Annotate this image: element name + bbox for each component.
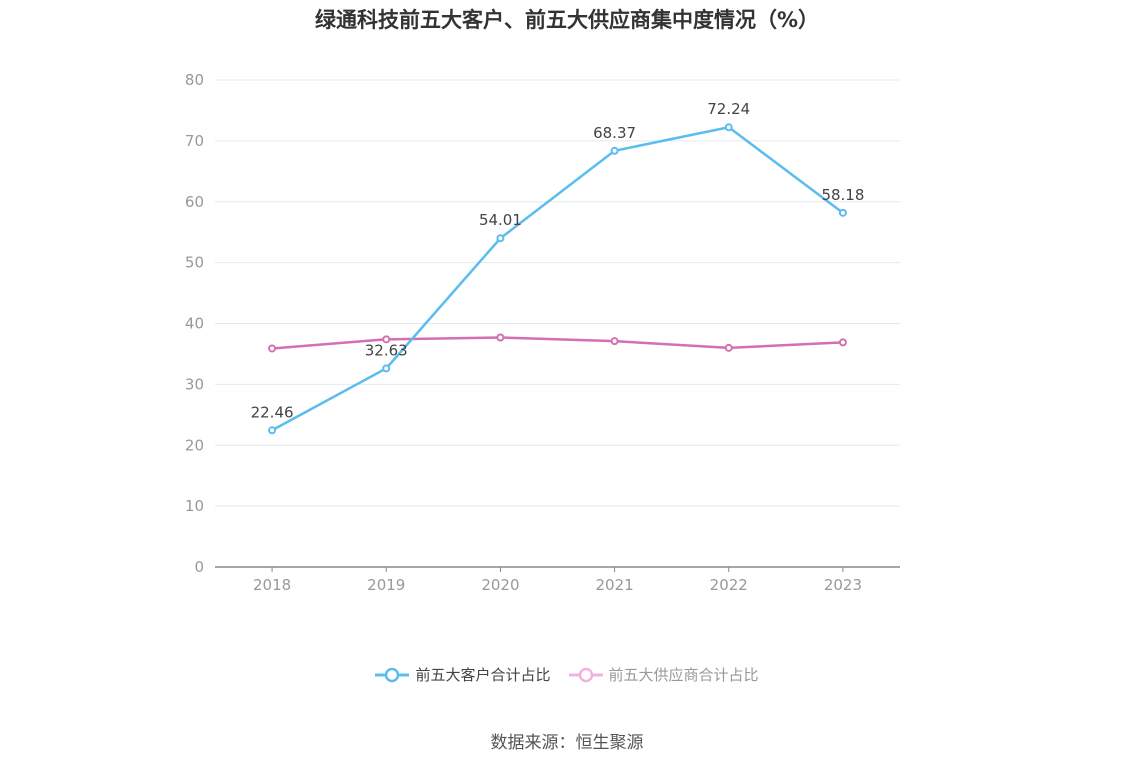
- series-line-1: [271, 336, 843, 350]
- data-point: [610, 337, 619, 346]
- x-tick-label: 2018: [253, 576, 291, 594]
- data-label: 72.24: [707, 100, 750, 118]
- data-point: [382, 335, 391, 344]
- axes: 0 10 20 30 40 50 60 70 80 2018 2019 2020 2021 2022 202…: [185, 71, 900, 594]
- data-label: 32.63: [365, 341, 408, 359]
- data-point: [838, 208, 847, 217]
- y-tick-label: 10: [185, 497, 204, 515]
- legend: 前五大客户合计占比 前五大供应商合计占比: [0, 664, 1134, 685]
- data-point: [496, 234, 505, 243]
- data-point: [382, 364, 391, 373]
- legend-item-suppliers[interactable]: 前五大供应商合计占比: [568, 664, 759, 685]
- data-point: [268, 426, 277, 435]
- y-tick-label: 30: [185, 375, 204, 393]
- y-tick-label: 50: [185, 254, 204, 272]
- data-label: 68.37: [593, 124, 636, 142]
- y-tick-label: 0: [194, 558, 204, 576]
- data-point: [268, 344, 277, 353]
- data-label: 58.18: [821, 186, 864, 204]
- data-label: 22.46: [251, 403, 294, 421]
- data-point: [838, 338, 847, 347]
- x-tick-label: 2021: [595, 576, 633, 594]
- series: [268, 123, 847, 435]
- x-tick-label: 2023: [824, 576, 862, 594]
- legend-marker-suppliers-icon: [568, 667, 603, 682]
- y-tick-label: 60: [185, 193, 204, 211]
- chart-title: 绿通科技前五大客户、前五大供应商集中度情况（%）: [314, 8, 820, 32]
- y-tick-label: 70: [185, 132, 204, 150]
- x-tick-label: 2022: [710, 576, 748, 594]
- y-tick-label: 80: [185, 71, 204, 89]
- data-point: [724, 123, 733, 132]
- legend-label-suppliers: 前五大供应商合计占比: [608, 666, 759, 684]
- legend-item-customers[interactable]: 前五大客户合计占比: [375, 664, 551, 685]
- y-tick-label: 40: [185, 315, 204, 333]
- x-tick-label: 2019: [367, 576, 405, 594]
- series-line-0: [271, 125, 844, 432]
- y-tick-label: 20: [185, 436, 204, 454]
- data-labels: 22.46 32.63 54.01 68.37 72.24 58.18: [251, 100, 865, 421]
- data-point: [724, 343, 733, 352]
- data-point: [496, 333, 505, 342]
- legend-marker-customers-icon: [375, 667, 410, 682]
- data-point: [610, 146, 619, 155]
- source-note: 数据来源：恒生聚源: [490, 733, 644, 753]
- legend-label-customers: 前五大客户合计占比: [415, 666, 551, 684]
- data-label: 54.01: [479, 211, 522, 229]
- x-tick-label: 2020: [481, 576, 519, 594]
- grid-lines: [215, 79, 900, 507]
